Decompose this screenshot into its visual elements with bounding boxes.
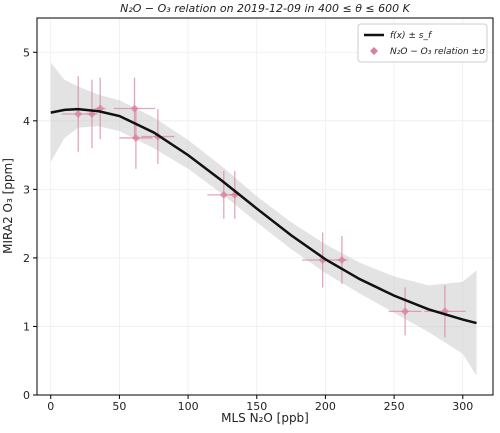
x-tick-label: 300	[452, 400, 473, 413]
legend-marker	[370, 47, 378, 55]
x-tick-label: 0	[47, 400, 54, 413]
x-tick-label: 250	[384, 400, 405, 413]
y-tick-label: 1	[23, 320, 30, 333]
y-tick-label: 3	[23, 183, 30, 196]
point	[401, 307, 410, 316]
legend-label: f(x) ± s_f	[390, 31, 433, 41]
legend-box	[357, 23, 488, 63]
point	[219, 190, 228, 199]
x-tick-label: 150	[246, 400, 267, 413]
x-tick-label: 50	[112, 400, 126, 413]
point	[131, 133, 140, 142]
x-axis-label: MLS N₂O [ppb]	[221, 411, 309, 425]
point	[74, 109, 83, 118]
chart-title: N₂O − O₃ relation on 2019-12-09 in 400 ≤…	[120, 2, 411, 15]
x-tick-label: 100	[178, 400, 199, 413]
y-tick-label: 5	[23, 46, 30, 59]
fit-band	[50, 62, 477, 376]
point	[337, 255, 346, 264]
x-tick-label: 200	[315, 400, 336, 413]
y-axis-label: MIRA2 O₃ [ppm]	[1, 158, 15, 254]
y-tick-label: 4	[23, 115, 30, 128]
plot-frame	[36, 17, 494, 396]
y-tick-label: 2	[23, 252, 30, 265]
y-tick-label: 0	[23, 389, 30, 402]
fit-line	[50, 107, 477, 325]
legend-label: N₂O − O₃ relation ±σ	[390, 47, 485, 57]
